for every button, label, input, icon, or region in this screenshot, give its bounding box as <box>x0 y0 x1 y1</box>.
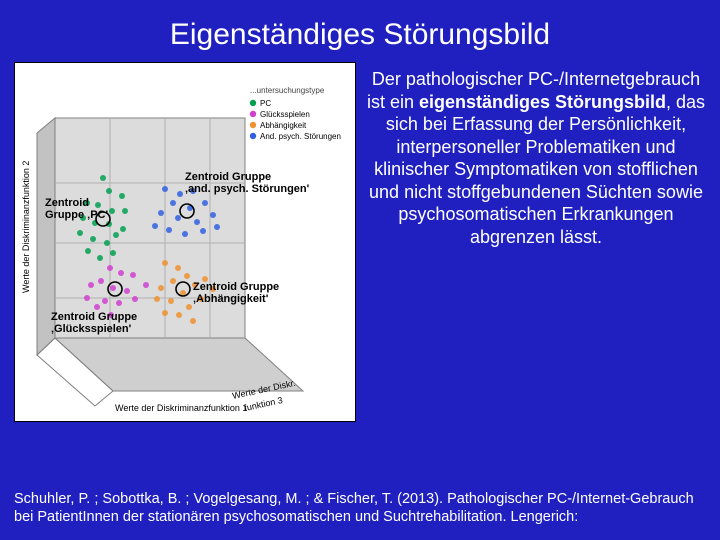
svg-text:...untersuchungstype: ...untersuchungstype <box>250 86 325 95</box>
svg-text:Werte der Diskriminanzfunktion: Werte der Diskriminanzfunktion 1 <box>115 403 247 413</box>
chart-3d-scatter: Werte der Diskriminanzfunktion 2 Werte d… <box>14 62 356 422</box>
chart-legend: ...untersuchungstype PC Glücksspielen Abhän… <box>250 86 341 141</box>
slide-title: Eigenständiges Störungsbild <box>0 0 720 62</box>
annot-and-psych: Zentroid Gruppe‚and. psych. Störungen' <box>185 171 309 195</box>
annot-gluck: Zentroid Gruppe‚Glücksspielen' <box>51 311 137 335</box>
svg-text:PC: PC <box>260 99 271 108</box>
citation-text: Schuhler, P. ; Sobottka, B. ; Vogelgesan… <box>14 490 706 526</box>
svg-text:And. psych. Störungen: And. psych. Störungen <box>260 132 341 141</box>
description-text: Der pathologischer PC-/Internetgebrauch … <box>366 62 706 422</box>
content-row: Werte der Diskriminanzfunktion 2 Werte d… <box>0 62 720 422</box>
svg-text:Glücksspielen: Glücksspielen <box>260 110 310 119</box>
svg-text:Werte der Diskriminanzfunktion: Werte der Diskriminanzfunktion 2 <box>21 161 31 293</box>
svg-text:funktion 3: funktion 3 <box>243 395 283 413</box>
svg-text:Abhängigkeit: Abhängigkeit <box>260 121 307 130</box>
chart-planes <box>37 118 303 406</box>
annot-pc: ZentroidGruppe ‚PC' <box>45 197 108 221</box>
annot-abh: Zentroid Gruppe‚Abhängigkeit' <box>193 281 279 305</box>
